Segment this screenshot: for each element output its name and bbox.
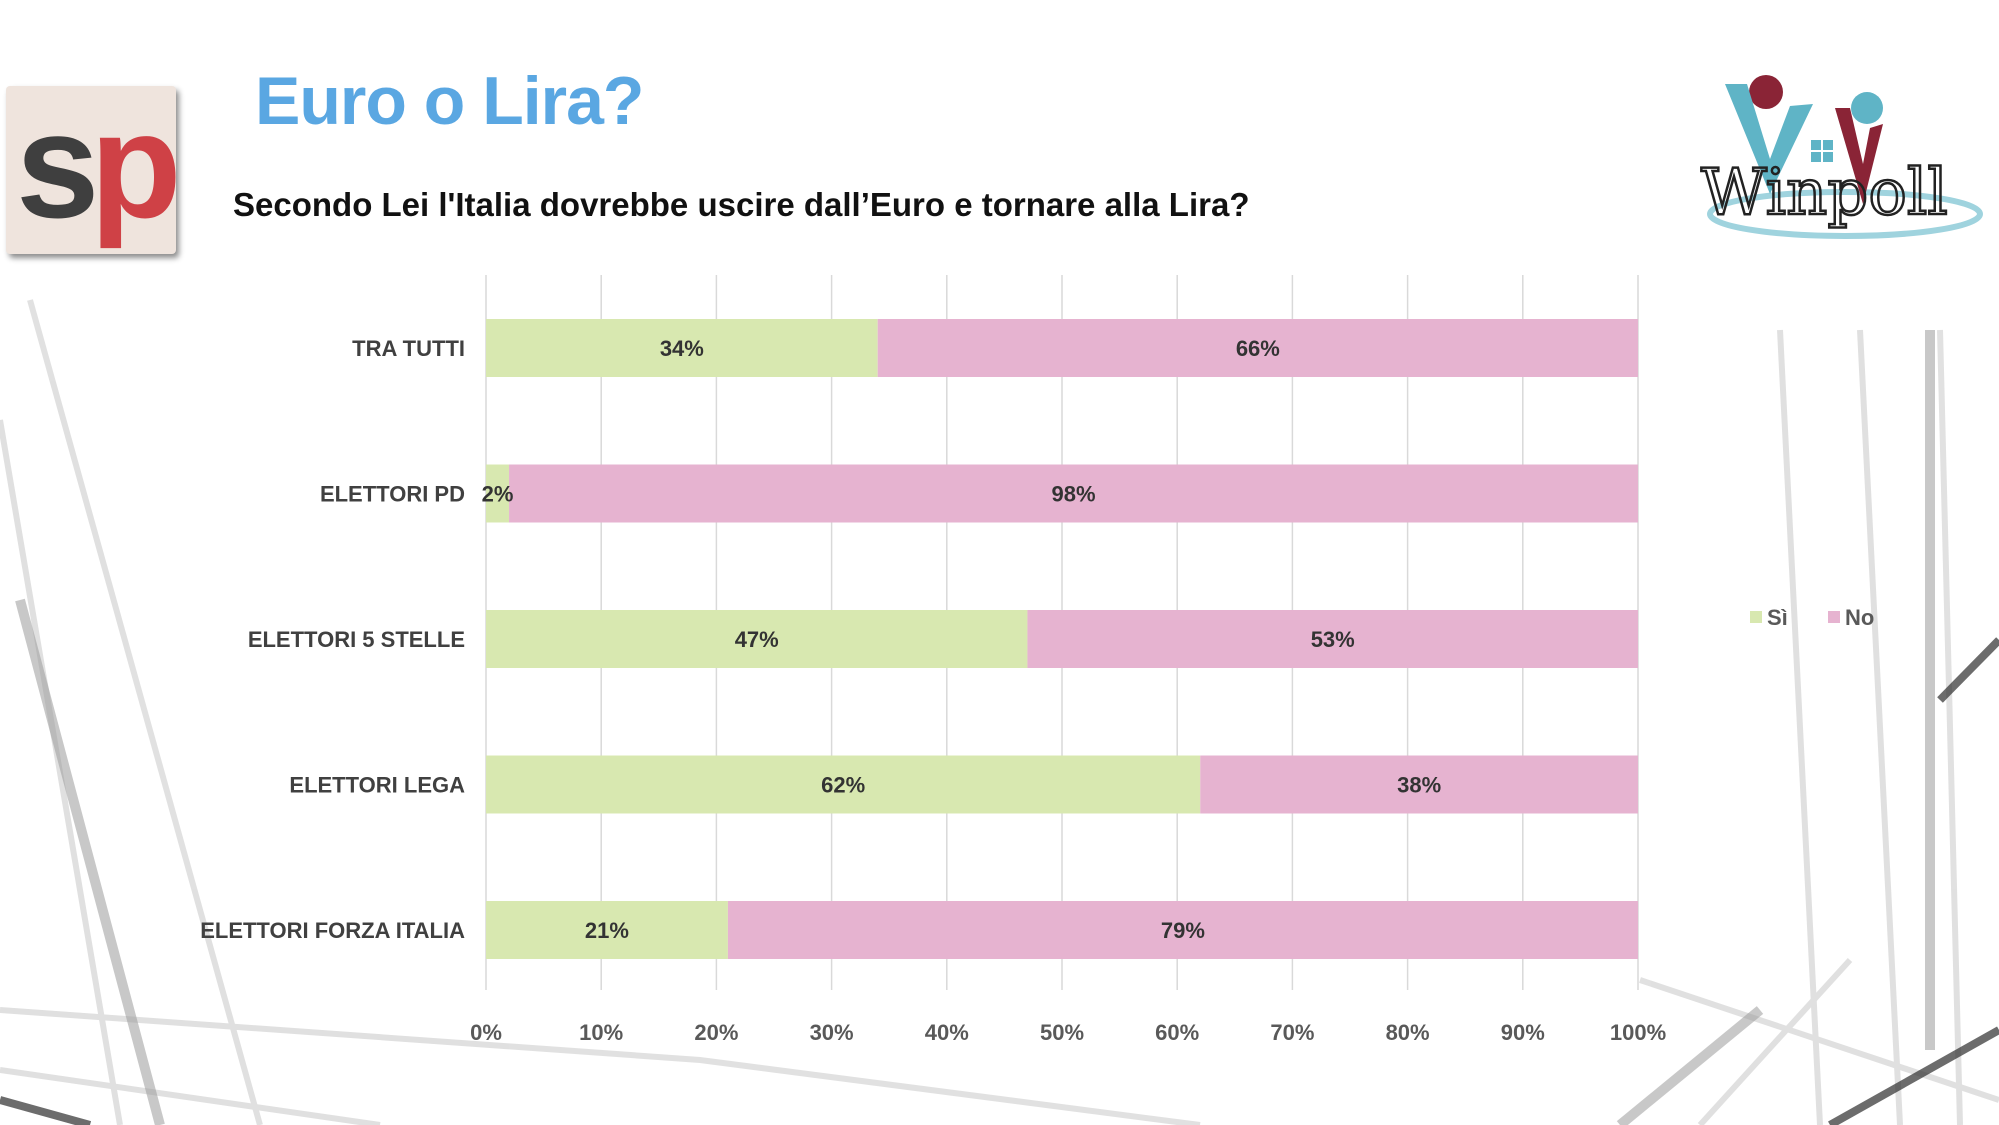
- bar-segment: [877, 319, 1638, 377]
- data-label: 66%: [1236, 336, 1280, 361]
- bar-segment: [1200, 755, 1638, 814]
- winpoll-logo: Winpoll: [1700, 75, 1983, 239]
- bar-segment: [509, 464, 1638, 523]
- category-label: ELETTORI PD: [320, 482, 465, 507]
- x-tick-label: 60%: [1155, 1020, 1199, 1045]
- page-title: Euro o Lira?: [255, 63, 644, 139]
- x-tick-label: 70%: [1270, 1020, 1314, 1045]
- x-tick-label: 90%: [1501, 1020, 1545, 1045]
- bar-segment: [486, 610, 1028, 668]
- bar-segment: [486, 755, 1201, 814]
- x-tick-label: 30%: [810, 1020, 854, 1045]
- x-tick-label: 100%: [1610, 1020, 1666, 1045]
- question-subtitle: Secondo Lei l'Italia dovrebbe uscire dal…: [233, 186, 1250, 223]
- data-label: 2%: [482, 482, 514, 507]
- data-label: 98%: [1051, 482, 1095, 507]
- category-label: ELETTORI 5 STELLE: [248, 627, 465, 652]
- sp-logo-p: p: [90, 81, 182, 249]
- x-tick-label: 0%: [470, 1020, 502, 1045]
- category-label: TRA TUTTI: [352, 336, 465, 361]
- category-label: ELETTORI FORZA ITALIA: [200, 918, 465, 943]
- data-label: 53%: [1311, 627, 1355, 652]
- legend: Sì No: [1750, 605, 1874, 630]
- winpoll-logo-text: Winpoll: [1701, 156, 1948, 230]
- x-tick-label: 20%: [694, 1020, 738, 1045]
- sp-logo-s: s: [16, 81, 100, 249]
- bar-segment: [486, 464, 510, 523]
- sp-logo: s p: [6, 81, 182, 254]
- bar-segment: [486, 319, 878, 377]
- data-labels: 34% 66% 2% 98% 47% 53% 62% 38% 21% 79%: [482, 336, 1442, 943]
- bars: [486, 319, 1638, 959]
- legend-label: Sì: [1767, 605, 1788, 630]
- bar-segment: [486, 901, 728, 959]
- x-tick-label: 40%: [925, 1020, 969, 1045]
- legend-swatch: [1750, 611, 1762, 623]
- bar-segment: [727, 901, 1638, 959]
- data-label: 62%: [821, 773, 865, 798]
- data-label: 21%: [585, 918, 629, 943]
- data-label: 79%: [1161, 918, 1205, 943]
- data-label: 38%: [1397, 773, 1441, 798]
- x-axis-ticks: 0% 10% 20% 30% 40% 50% 60% 70% 80% 90% 100%: [470, 1020, 1666, 1045]
- x-tick-label: 10%: [579, 1020, 623, 1045]
- x-tick-label: 80%: [1386, 1020, 1430, 1045]
- data-label: 47%: [735, 627, 779, 652]
- legend-swatch: [1828, 611, 1840, 623]
- legend-label: No: [1845, 605, 1874, 630]
- data-label: 34%: [660, 336, 704, 361]
- category-label: ELETTORI LEGA: [289, 773, 465, 798]
- bar-segment: [1027, 610, 1638, 668]
- category-labels: TRA TUTTI ELETTORI PD ELETTORI 5 STELLE ELE…: [200, 336, 465, 943]
- x-tick-label: 50%: [1040, 1020, 1084, 1045]
